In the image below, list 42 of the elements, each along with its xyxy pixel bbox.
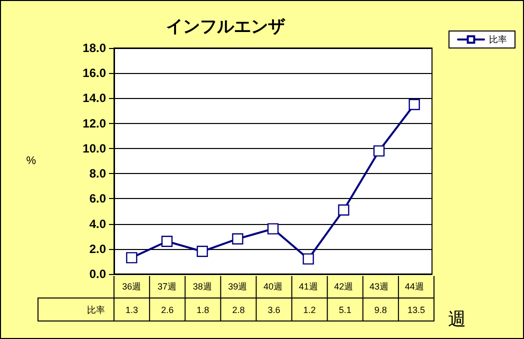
point — [373, 145, 385, 157]
point — [302, 253, 314, 265]
y-tick-label: 8.0 — [89, 166, 106, 181]
point — [338, 204, 350, 216]
x-tick-label: 36週 — [122, 282, 142, 292]
point — [126, 252, 138, 264]
point — [267, 223, 279, 234]
x-tick-label: 38週 — [192, 282, 212, 292]
y-tick-label: 10.0 — [82, 141, 106, 156]
x-tick-label: 42週 — [334, 282, 354, 292]
y-tick-label: 0.0 — [89, 267, 106, 281]
y-tick-label: 18.0 — [82, 41, 106, 55]
legend-label: 比率 — [489, 34, 507, 44]
data-label: 2.8 — [232, 305, 245, 315]
data-label: 1.8 — [196, 305, 210, 315]
data-label: 5.1 — [338, 305, 352, 315]
chart-title: インフルエンザ — [166, 17, 286, 36]
data-label: 2.6 — [161, 305, 174, 315]
data-label: 1.2 — [303, 305, 316, 315]
data-label: 9.8 — [374, 305, 387, 315]
y-tick-label: 16.0 — [82, 66, 106, 80]
y-axis-title: % — [26, 155, 36, 167]
data-label: 13.5 — [407, 305, 425, 315]
y-tick-label: 2.0 — [89, 242, 106, 256]
point — [196, 246, 208, 257]
x-axis-title: 週 — [448, 309, 466, 329]
y-tick-label: 14.0 — [82, 91, 106, 106]
x-tick-label: 40週 — [263, 282, 283, 292]
data-label: 1.3 — [126, 305, 138, 315]
y-tick-label: 4.0 — [89, 216, 106, 231]
point — [408, 98, 420, 110]
x-tick-label: 41週 — [298, 282, 318, 292]
x-tick-label: 43週 — [369, 282, 389, 292]
data-label: 3.6 — [268, 305, 280, 315]
point — [232, 233, 244, 244]
x-tick-label: 39週 — [228, 282, 248, 292]
y-tick-label: 6.0 — [89, 192, 106, 206]
x-tick-label: 44週 — [404, 282, 424, 292]
y-tick-label: 12.0 — [82, 116, 106, 130]
point — [161, 236, 173, 247]
text: 比率 — [87, 305, 105, 315]
x-tick-label: 37週 — [157, 282, 177, 292]
